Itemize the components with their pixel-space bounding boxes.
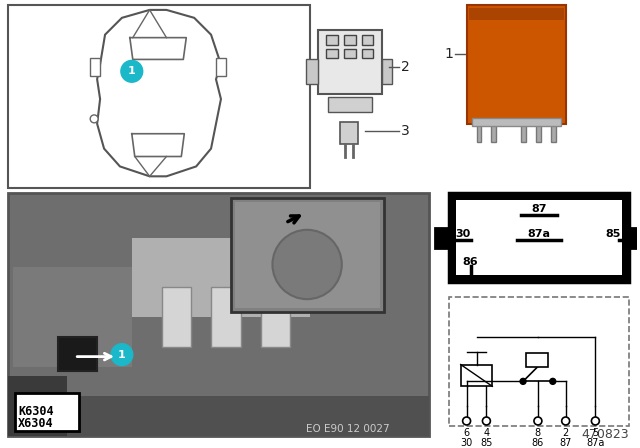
Bar [8,396,429,436]
Text: 1: 1 [128,66,136,76]
Bar [326,48,338,58]
Circle shape [562,417,570,425]
Text: 87a: 87a [586,438,605,448]
Text: 1: 1 [118,349,126,360]
Text: 85: 85 [480,438,493,448]
Bar [344,34,356,44]
Bar [13,267,132,366]
Bar [536,122,541,142]
Bar [260,287,291,347]
Circle shape [90,115,98,123]
Bar [161,287,191,347]
Circle shape [121,60,143,82]
Bar [8,376,67,436]
Bar [235,202,380,308]
Circle shape [463,417,470,425]
Bar [344,48,356,58]
Circle shape [483,417,490,425]
Bar [340,122,358,144]
Bar [8,5,310,188]
Text: 5: 5 [592,428,598,438]
Bar [15,393,79,431]
Circle shape [591,417,599,425]
Text: 8: 8 [535,428,541,438]
Bar [362,48,374,58]
Bar [526,353,548,366]
Bar [492,122,496,142]
Bar [449,297,629,426]
Bar [231,198,385,312]
Bar [456,200,622,276]
Bar [449,193,629,282]
Text: 6: 6 [463,428,470,438]
Text: 87a: 87a [527,229,550,239]
Bar [90,58,100,76]
Bar [216,58,226,76]
Text: 2: 2 [563,428,569,438]
Bar [8,193,429,436]
Bar [132,238,310,317]
Bar [435,228,449,248]
Text: 2: 2 [401,60,410,74]
Circle shape [550,379,556,384]
Text: 87: 87 [559,438,572,448]
Polygon shape [97,10,221,177]
Circle shape [534,417,542,425]
Circle shape [273,230,342,299]
Bar [551,122,556,142]
Text: 87: 87 [531,204,547,214]
Text: 30: 30 [455,229,470,239]
Bar [477,122,481,142]
Bar [362,34,374,44]
Bar [472,118,561,126]
Text: 470823: 470823 [581,428,629,441]
Bar [326,34,338,44]
Bar [306,60,318,84]
Text: 86: 86 [463,258,478,267]
Bar [211,287,241,347]
Bar [58,337,97,371]
Bar [468,8,564,20]
Text: K6304: K6304 [18,405,54,418]
Text: EO E90 12 0027: EO E90 12 0027 [306,424,389,434]
Bar [467,5,566,124]
Bar [328,97,372,112]
Text: 86: 86 [532,438,544,448]
Circle shape [520,379,526,384]
Bar [629,228,640,248]
Circle shape [111,344,132,366]
Text: X6304: X6304 [18,418,54,431]
Bar [461,365,492,386]
Text: 3: 3 [401,124,410,138]
Bar [521,122,526,142]
Text: 1: 1 [445,47,454,61]
Bar [318,30,383,94]
Text: 30: 30 [460,438,473,448]
Bar [383,60,392,84]
Text: 85: 85 [605,229,621,239]
Text: 4: 4 [483,428,490,438]
